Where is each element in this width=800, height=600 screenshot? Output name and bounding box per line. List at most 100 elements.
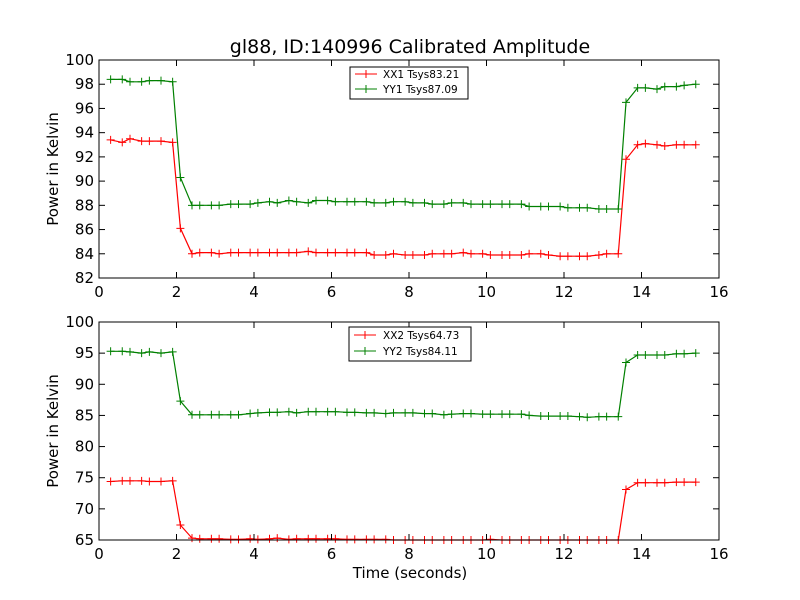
chart-1-series-1-point <box>253 248 262 257</box>
chart-2-series-2-point <box>331 407 340 416</box>
chart-1-series-2-point <box>234 200 243 209</box>
chart-1-series-2-point <box>137 77 146 86</box>
chart-1-y-tick-label: 100 <box>65 51 94 69</box>
chart-1-series-1-point <box>525 249 534 258</box>
chart-2-series-2-point <box>126 347 134 356</box>
chart-2-series-1-point <box>622 485 630 494</box>
chart-2-series-2-point <box>137 349 146 358</box>
chart-1-y-tick-label: 82 <box>75 269 94 287</box>
chart-2-series-2-point <box>408 408 417 417</box>
chart-1-series-2-point <box>292 197 301 206</box>
chart-1-series-1-point <box>215 249 224 258</box>
chart-2-series-2-point <box>680 349 689 358</box>
chart-2-series-2-point <box>517 410 526 419</box>
chart-2-y-axis-label: Power in Kelvin <box>44 374 62 488</box>
chart-1-series-2-point <box>323 196 332 205</box>
chart-1-series-2 <box>106 75 700 213</box>
chart-1-series-1-point <box>106 135 115 144</box>
chart-1-series-1-point <box>292 248 301 257</box>
chart-1-series-1-point <box>145 137 154 146</box>
chart-1-series-2-point <box>420 198 429 207</box>
chart-2-y-tick-label: 80 <box>75 438 94 456</box>
chart-1-series-1-point <box>195 248 204 257</box>
chart-1-series-2-point <box>343 197 351 206</box>
chart-2-series-2-point <box>622 358 630 367</box>
chart-1-series-1-point <box>176 224 185 233</box>
chart-1-title: gl88, ID:140996 Calibrated Amplitude <box>230 36 590 58</box>
chart-1-series-1-point <box>459 248 468 257</box>
chart-2-series-2-point <box>350 408 359 417</box>
chart-2-series-1-point <box>323 534 332 543</box>
chart-2-series-2-point <box>439 410 448 419</box>
chart-2-series-2-point <box>478 410 487 419</box>
chart-1-series-1-point <box>602 249 611 258</box>
chart-1-series-2-point <box>653 85 661 94</box>
chart-1-series-2-point <box>265 197 274 206</box>
chart-1-series-2-point <box>680 81 689 90</box>
chart-1-series-1-point <box>447 249 456 258</box>
chart-2-series-2-point <box>381 409 390 418</box>
chart-2-y-tick-label: 75 <box>75 469 94 487</box>
chart-1-y-tick-label: 84 <box>75 245 94 263</box>
chart-2-series-1-point <box>253 535 262 544</box>
chart-1-legend-label-yy1: YY1 Tsys87.09 <box>382 84 458 96</box>
chart-2-series-1-point <box>234 535 243 544</box>
chart-1-series-1-point <box>265 248 274 257</box>
chart-2-series-1-point <box>672 478 681 487</box>
chart-1-series-1-point <box>350 248 359 257</box>
chart-2-series-2-point <box>428 409 437 418</box>
chart-1-series-1-point <box>505 250 514 259</box>
chart-1-series-1-point <box>381 250 390 259</box>
chart-1-series-2-point <box>563 203 572 212</box>
chart-1-series-1-point <box>536 249 545 258</box>
chart-2-series-1-point <box>188 534 196 543</box>
chart-2-x-tick-label: 16 <box>709 545 728 563</box>
chart-1-series-1-point <box>323 248 332 257</box>
chart-1-series-2-point <box>176 173 185 182</box>
chart-2-series-1-point <box>486 535 495 544</box>
chart-2-series-2-point <box>343 408 351 417</box>
chart-1-series-2-point <box>389 197 398 206</box>
chart-2-ticks: 0 2 4 6 8 10 12 14 16 65 70 75 80 85 90 95 100 <box>65 313 728 563</box>
chart-2-x-tick-label: 0 <box>94 545 104 563</box>
chart-2-series-2-point <box>234 410 243 419</box>
chart-1-x-tick-label: 0 <box>94 283 104 301</box>
chart-1-series-2-point <box>331 197 340 206</box>
chart-1-series-1-point <box>478 249 487 258</box>
chart-2-series-1-point <box>168 476 177 485</box>
chart-2-x-tick-label: 8 <box>404 545 414 563</box>
chart-2-y-tick-label: 65 <box>75 531 94 549</box>
chart-1-series-2-point <box>408 198 417 207</box>
chart-1-series-1-point <box>517 250 526 259</box>
chart-1-series-2-point <box>428 200 437 209</box>
chart-2-series-2-point <box>653 351 661 360</box>
chart-2-series-2-point <box>195 410 204 419</box>
chart-1-x-tick-label: 14 <box>632 283 651 301</box>
chart-1-series-1-point <box>246 248 255 257</box>
chart-1-series-2-point <box>350 197 359 206</box>
chart-2-series-1-point <box>633 478 642 487</box>
chart-2-series-1-point <box>312 534 320 543</box>
chart-2-series-2-point <box>292 408 301 417</box>
chart-1-series-2-point <box>498 200 506 209</box>
chart-2-series-2-point <box>246 409 255 418</box>
chart-2-y-tick-label: 90 <box>75 375 94 393</box>
chart-2-series-1-point <box>226 535 235 544</box>
chart-1-x-tick-label: 2 <box>172 283 182 301</box>
chart-1-series-2-point <box>118 75 127 84</box>
chart-2-legend: XX2 Tsys64.73 YY2 Tsys84.11 <box>348 326 472 362</box>
chart-1-series-1-point <box>284 248 293 257</box>
chart-2-series-1-point <box>304 534 313 543</box>
chart-1-series-1-point <box>188 249 196 258</box>
chart-2-series-2-point <box>575 412 584 421</box>
chart-2-series-2-point <box>467 409 475 418</box>
chart-1-series-1-point <box>486 250 495 259</box>
chart-1-series-1-point <box>343 248 351 257</box>
chart-1-series-1-point <box>157 137 165 146</box>
chart-1-series-1-point <box>641 139 650 148</box>
chart-1-series-2-point <box>556 202 565 211</box>
chart-1-series-2-point <box>381 198 390 207</box>
chart-2-x-tick-label: 2 <box>172 545 182 563</box>
chart-2-series-1-point <box>381 535 390 544</box>
